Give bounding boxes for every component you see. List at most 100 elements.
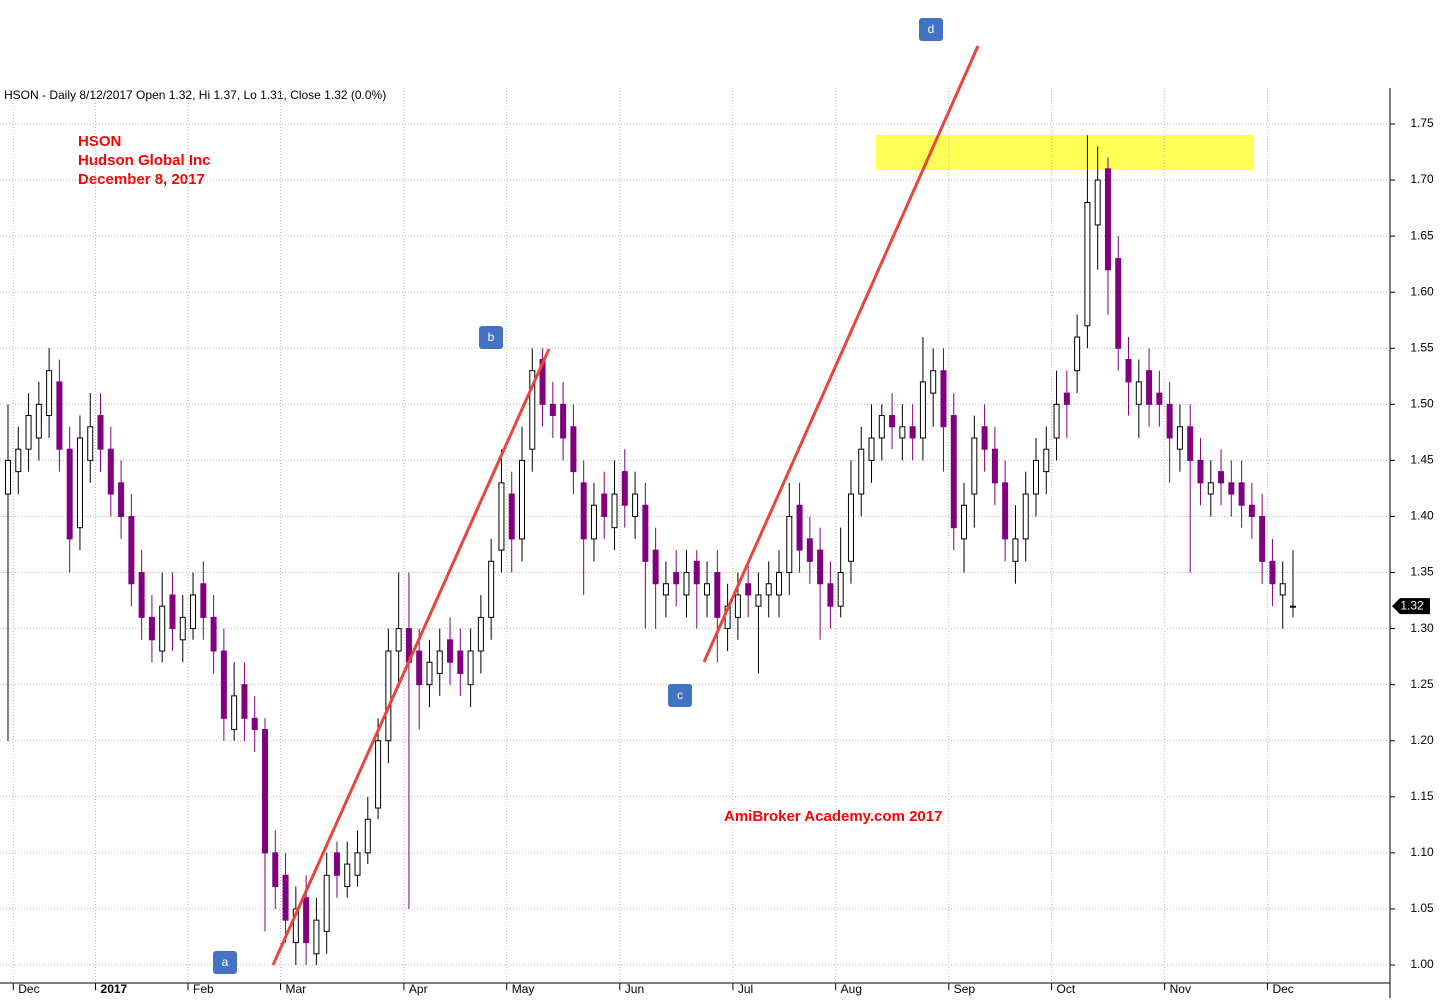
candle-body: [457, 650, 464, 674]
candle-body: [5, 459, 11, 495]
candle-body: [930, 370, 937, 394]
candle-body: [303, 897, 310, 944]
candle-body: [529, 370, 536, 450]
candle-body: [1094, 179, 1101, 226]
candle-body: [549, 403, 556, 417]
candle-body: [467, 650, 474, 686]
x-tick-label: Apr: [409, 982, 428, 996]
candle-body: [395, 628, 402, 652]
title: December 8, 2017: [78, 171, 205, 188]
x-tick-label: Dec: [1272, 982, 1293, 996]
annotation: a: [222, 955, 229, 969]
trend-line: [271, 348, 551, 966]
y-tick-label: 1.15: [1410, 789, 1434, 803]
candle-body: [323, 874, 330, 932]
candle-body: [1228, 482, 1235, 495]
candle-body: [878, 415, 885, 439]
candle-body: [220, 650, 227, 719]
x-tick-label: Feb: [193, 982, 214, 996]
candle-body: [159, 605, 166, 652]
annotation-box: [479, 326, 503, 349]
candle-body: [169, 594, 176, 630]
candle-body: [87, 426, 94, 461]
candle-body: [375, 740, 382, 809]
y-tick-label: 1.75: [1410, 116, 1434, 130]
candle-body: [786, 515, 793, 574]
candle-body: [1197, 459, 1204, 484]
y-tick-label: 1.40: [1410, 509, 1434, 523]
candle-body: [508, 493, 515, 540]
candle-body: [313, 919, 320, 955]
candle-body: [241, 684, 248, 719]
y-tick-label: 1.00: [1410, 957, 1434, 971]
candle-body: [1033, 459, 1039, 495]
candle-body: [1248, 504, 1255, 517]
candle-body: [56, 381, 63, 450]
candle-body: [1002, 482, 1009, 540]
title: HSON: [78, 133, 121, 150]
candle-body: [950, 415, 957, 529]
candle-body: [35, 403, 42, 439]
candle-body: [519, 459, 525, 540]
candle-body: [1104, 168, 1111, 271]
candle-body: [364, 818, 371, 854]
annotation-box: [668, 684, 692, 707]
candle-body: [539, 358, 546, 405]
candle-body: [97, 415, 104, 450]
candle-body: [683, 572, 690, 596]
candle-body: [899, 426, 906, 439]
y-tick-label: 1.55: [1410, 340, 1434, 354]
candle-body: [560, 403, 567, 439]
candle-body: [776, 572, 782, 596]
candle-body: [693, 560, 700, 585]
candle-body: [611, 493, 618, 529]
last-price: 1.32: [1400, 598, 1424, 612]
title: Hudson Global Inc: [78, 152, 211, 169]
candle-body: [868, 437, 875, 461]
candle-body: [652, 549, 659, 585]
y-tick-label: 1.70: [1410, 172, 1434, 186]
candle-body: [200, 583, 207, 618]
candle-body: [25, 415, 32, 450]
candle-body: [210, 616, 217, 652]
y-tick-label: 1.20: [1410, 733, 1434, 747]
y-tick-label: 1.50: [1410, 397, 1434, 411]
candle-body: [477, 616, 484, 652]
candle-body: [1084, 201, 1091, 327]
x-tick-label: Aug: [841, 982, 862, 996]
y-tick-label: 1.30: [1410, 621, 1434, 635]
candle-body: [1022, 493, 1029, 540]
last-price-tag: [1392, 598, 1430, 615]
candle-body: [745, 583, 752, 596]
candle-body: [447, 639, 454, 663]
candle-body: [889, 415, 896, 428]
trend-line: [702, 45, 980, 663]
candle-body: [1166, 403, 1173, 439]
x-tick-label: 2017: [101, 982, 128, 996]
candle-body: [806, 538, 813, 562]
candle-body: [1135, 381, 1142, 405]
candle-body: [765, 583, 772, 596]
annotation-box: [213, 951, 237, 974]
candle-body: [179, 616, 186, 641]
candle-body: [138, 572, 145, 618]
y-tick-label: 1.05: [1410, 901, 1434, 915]
candle-body: [262, 729, 268, 854]
candle-body: [1269, 560, 1276, 585]
candle-body: [909, 426, 916, 439]
candle-body: [621, 471, 628, 506]
y-tick-label: 1.65: [1410, 228, 1434, 242]
candle-body: [1207, 482, 1214, 495]
candle-body: [292, 908, 299, 944]
candle-body: [590, 504, 597, 540]
candle-body: [1187, 426, 1194, 461]
candle-body: [570, 426, 577, 473]
annotation-box: [919, 18, 943, 41]
candle-body: [673, 572, 680, 585]
candle-body: [344, 863, 351, 888]
candle-body: [426, 661, 433, 686]
candle-body: [76, 437, 83, 529]
candle-body: [981, 426, 988, 450]
candle-body: [714, 572, 721, 618]
